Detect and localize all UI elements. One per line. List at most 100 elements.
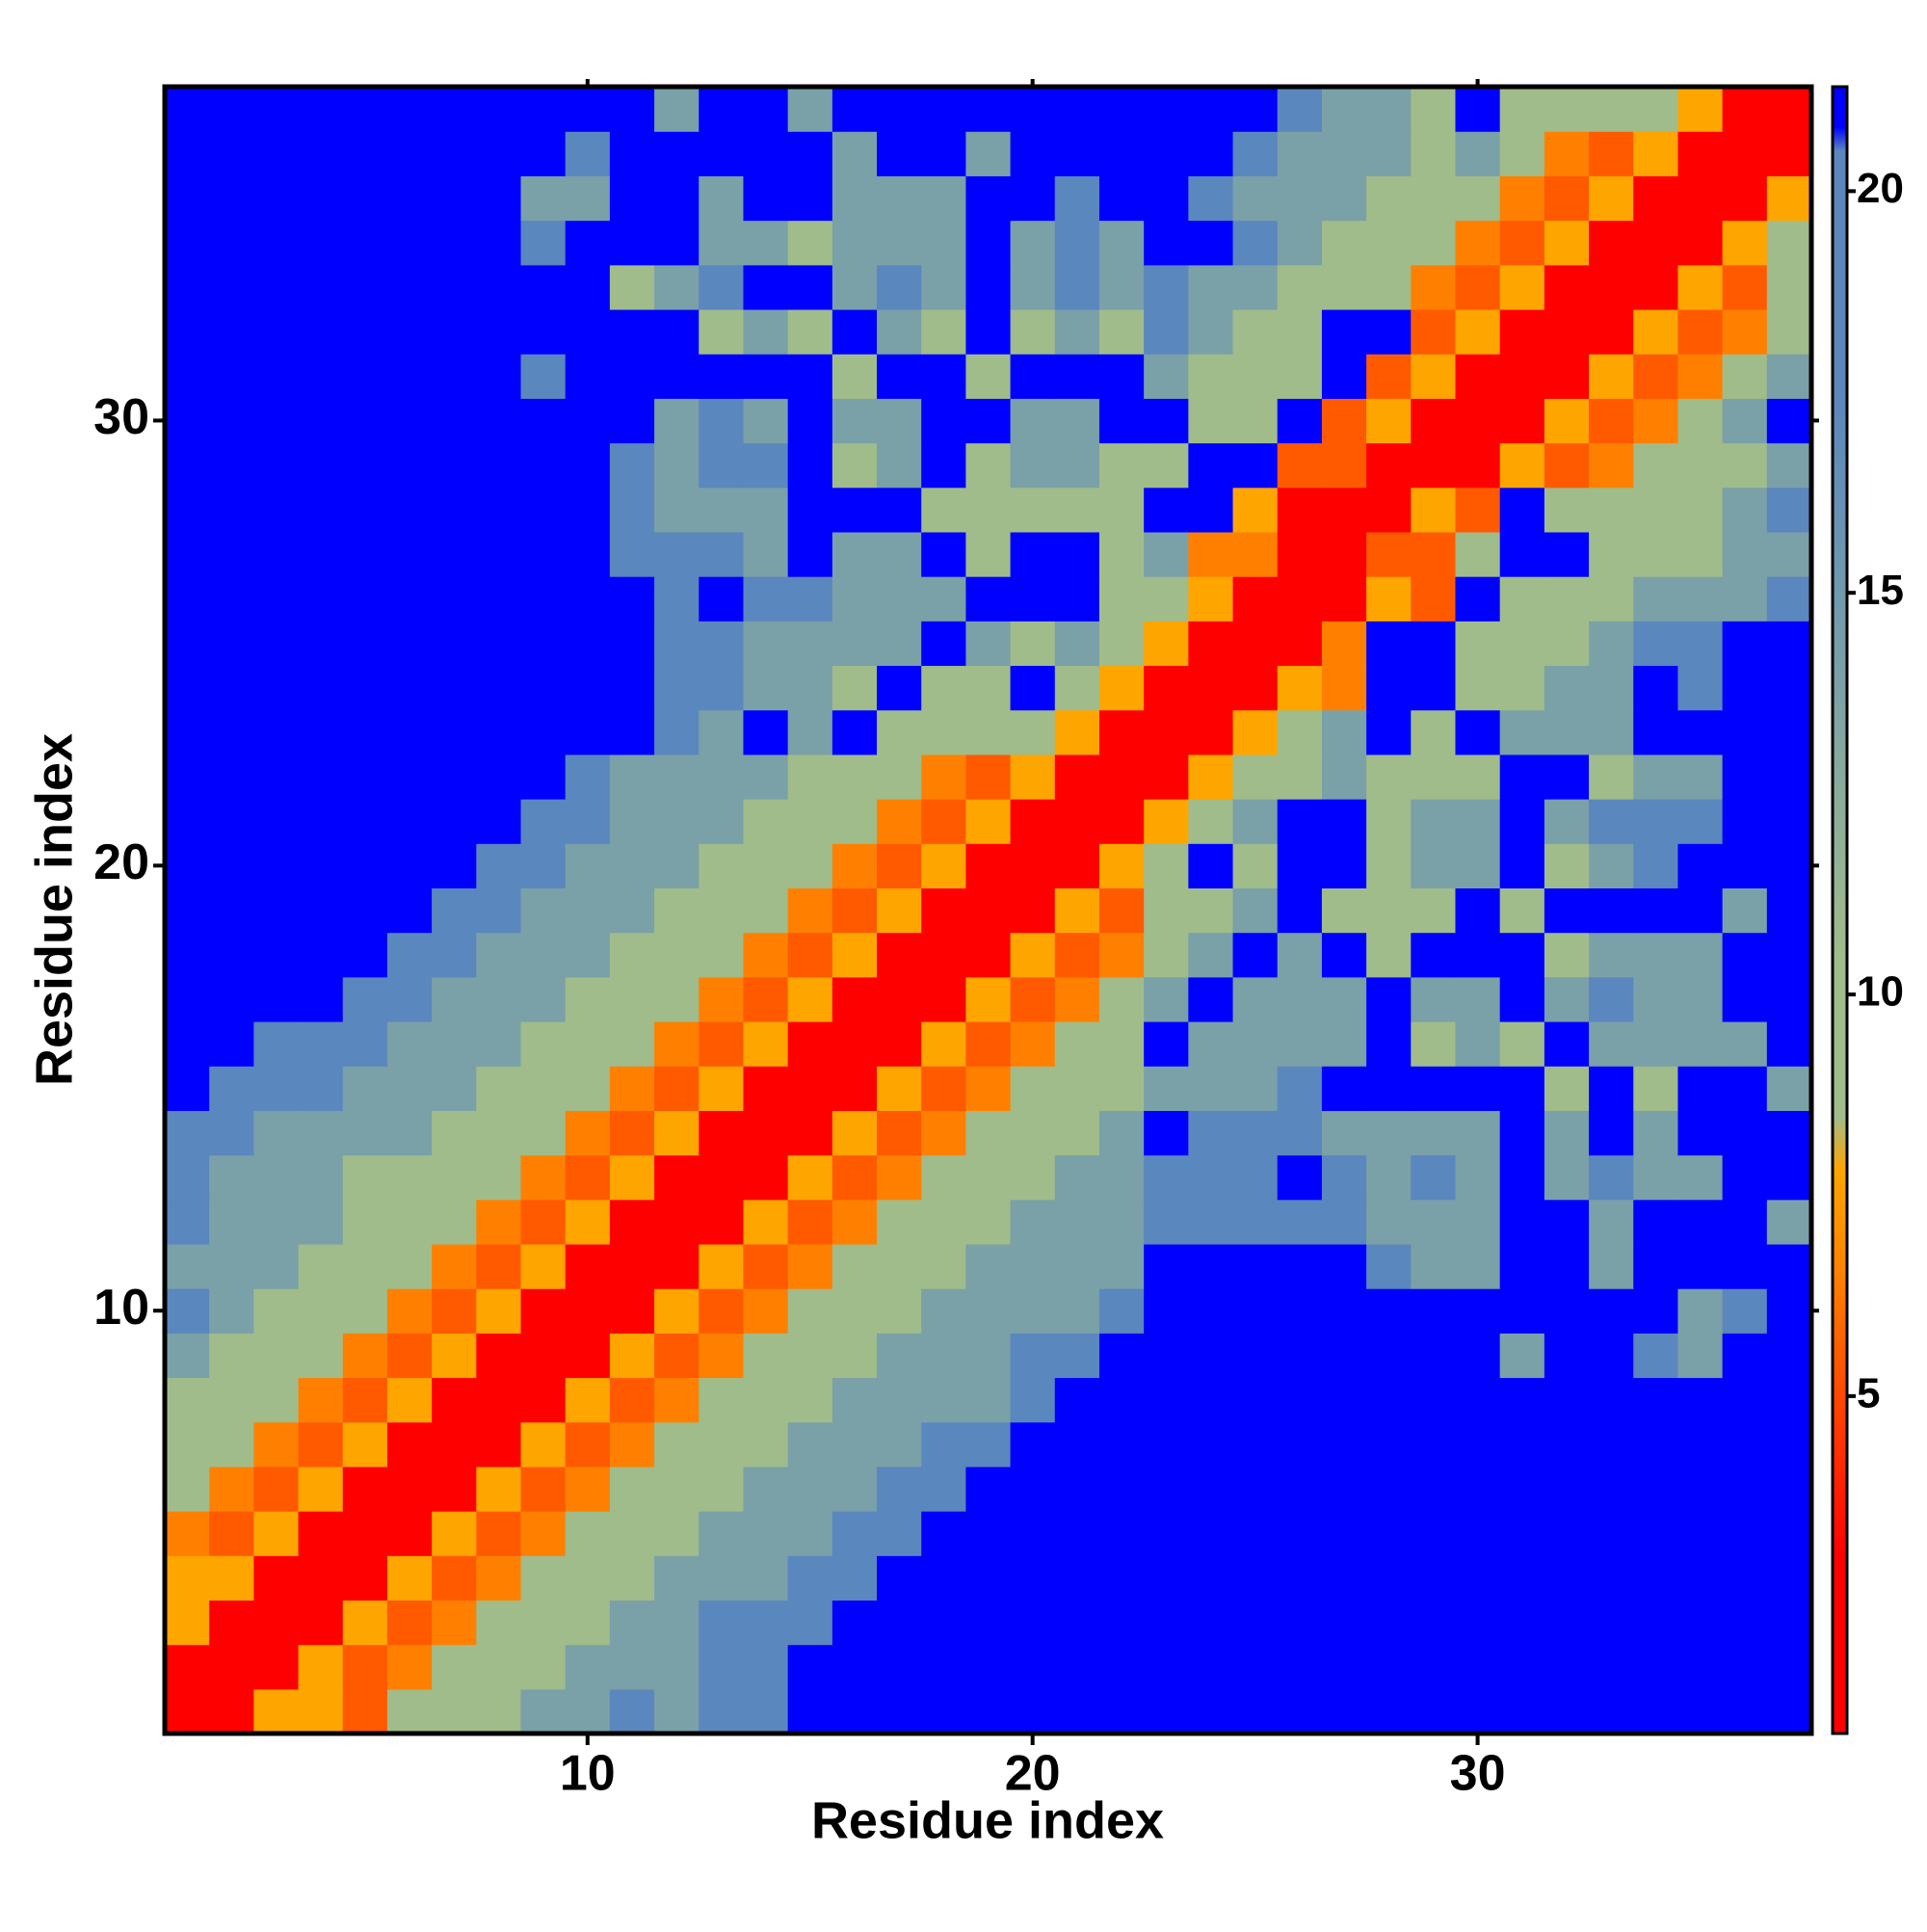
heatmap-cell xyxy=(476,531,522,577)
heatmap-cell xyxy=(699,1644,745,1690)
heatmap-cell xyxy=(476,887,522,934)
heatmap-cell xyxy=(565,398,611,444)
heatmap-cell xyxy=(609,621,655,667)
heatmap-cell xyxy=(165,531,210,577)
heatmap-cell xyxy=(432,1288,477,1334)
heatmap-cell xyxy=(253,1154,300,1201)
heatmap-cell xyxy=(1321,1066,1367,1111)
heatmap-cell xyxy=(432,887,477,934)
heatmap-cell xyxy=(476,1600,522,1646)
heatmap-cell xyxy=(921,1377,967,1423)
heatmap-cell xyxy=(699,398,745,444)
heatmap-cell xyxy=(1277,843,1323,889)
heatmap-cell xyxy=(1589,1199,1634,1245)
heatmap-cell xyxy=(743,1154,789,1201)
heatmap-cell xyxy=(298,1333,344,1379)
heatmap-cell xyxy=(1366,131,1412,176)
heatmap-cell xyxy=(921,843,967,889)
heatmap-cell xyxy=(1098,1288,1145,1334)
heatmap-cell xyxy=(1766,264,1812,310)
heatmap-cell xyxy=(1455,175,1501,222)
heatmap-cell xyxy=(1054,843,1100,889)
heatmap-cell xyxy=(1010,1688,1056,1734)
heatmap-cell xyxy=(654,1020,700,1067)
heatmap-cell xyxy=(1411,1288,1457,1334)
heatmap-cell xyxy=(1010,887,1056,934)
heatmap-cell xyxy=(520,621,567,667)
heatmap-cell xyxy=(654,799,700,844)
heatmap-cell xyxy=(1589,621,1634,667)
heatmap-cell xyxy=(1589,264,1634,310)
heatmap-cell xyxy=(1411,1555,1457,1601)
heatmap-cell xyxy=(253,799,300,844)
heatmap-cell xyxy=(1544,1154,1590,1201)
heatmap-cell xyxy=(565,1020,611,1067)
heatmap-cell xyxy=(743,1688,789,1734)
heatmap-cell xyxy=(1499,220,1545,266)
heatmap-cell xyxy=(699,976,745,1022)
heatmap-cell xyxy=(1499,308,1545,355)
heatmap-cell xyxy=(1144,1154,1189,1201)
heatmap-cell xyxy=(1411,1333,1457,1379)
heatmap-cell xyxy=(520,1466,567,1512)
heatmap-cell xyxy=(1499,665,1545,711)
heatmap-cell xyxy=(654,175,700,222)
heatmap-cell xyxy=(298,264,344,310)
heatmap-cell xyxy=(965,843,1012,889)
heatmap-cell xyxy=(1455,1110,1501,1156)
heatmap-cell xyxy=(654,1288,700,1334)
heatmap-cell xyxy=(1411,932,1457,978)
heatmap-cell xyxy=(1766,220,1812,266)
heatmap-cell xyxy=(1455,354,1501,399)
heatmap-cell xyxy=(1499,1333,1545,1379)
heatmap-cell xyxy=(253,621,300,667)
heatmap-cell xyxy=(832,799,878,844)
heatmap-cell xyxy=(565,1243,611,1289)
heatmap-cell xyxy=(520,442,567,489)
heatmap-cell xyxy=(476,754,522,800)
heatmap-cell xyxy=(609,1688,655,1734)
heatmap-cell xyxy=(699,621,745,667)
heatmap-cell xyxy=(476,1333,522,1379)
heatmap-cell xyxy=(965,709,1012,755)
heatmap-cell xyxy=(1277,1555,1323,1601)
heatmap-cell xyxy=(832,1154,878,1201)
heatmap-cell xyxy=(699,487,745,533)
heatmap-cell xyxy=(1677,1333,1724,1379)
heatmap-cell xyxy=(877,1066,922,1111)
heatmap-cell xyxy=(1054,531,1100,577)
heatmap-cell xyxy=(1411,131,1457,176)
heatmap-cell xyxy=(1321,220,1367,266)
heatmap-cell xyxy=(1144,932,1189,978)
heatmap-cell xyxy=(1321,932,1367,978)
heatmap-cell xyxy=(1722,1555,1768,1601)
heatmap-cell xyxy=(1766,175,1812,222)
heatmap-cell xyxy=(342,1555,388,1601)
heatmap-cells xyxy=(165,87,1812,1734)
heatmap-cell xyxy=(743,843,789,889)
heatmap-cell xyxy=(921,1243,967,1289)
heatmap-cell xyxy=(1232,1688,1279,1734)
heatmap-cell xyxy=(1766,1466,1812,1512)
heatmap-cell xyxy=(1188,843,1234,889)
heatmap-cell xyxy=(253,976,300,1022)
heatmap-cell xyxy=(520,308,567,355)
heatmap-cell xyxy=(1766,1421,1812,1468)
heatmap-cell xyxy=(1589,220,1634,266)
heatmap-cell xyxy=(965,1243,1012,1289)
heatmap-cell xyxy=(1144,131,1189,176)
heatmap-cell xyxy=(1144,709,1189,755)
heatmap-cell xyxy=(1499,754,1545,800)
colorbar xyxy=(1831,85,1849,1735)
heatmap-cell xyxy=(654,531,700,577)
heatmap-cell xyxy=(1010,87,1056,132)
heatmap-cell xyxy=(1232,1066,1279,1111)
heatmap-cell xyxy=(1411,487,1457,533)
heatmap-cell xyxy=(787,264,833,310)
heatmap-cell xyxy=(609,709,655,755)
heatmap-cell xyxy=(1098,1333,1145,1379)
heatmap-cell xyxy=(787,621,833,667)
heatmap-cell xyxy=(1321,754,1367,800)
heatmap-cell xyxy=(1188,131,1234,176)
heatmap-cell xyxy=(1321,843,1367,889)
